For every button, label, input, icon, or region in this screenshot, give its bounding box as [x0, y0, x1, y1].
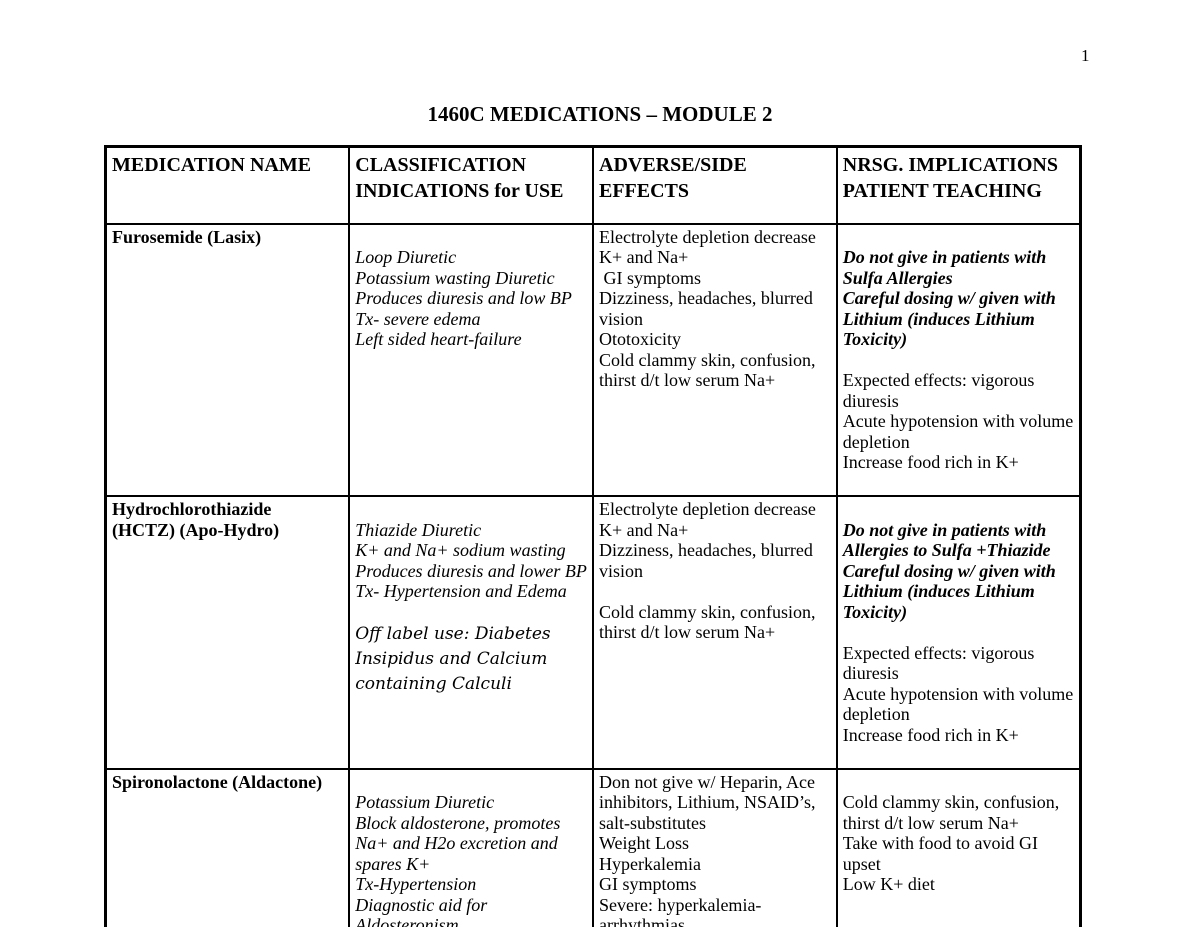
nrsg-warning-text: Do not give in patients with Sulfa Aller… — [842, 247, 1056, 349]
table-row-furosemide: Furosemide (Lasix) Loop Diuretic Potassi… — [104, 222, 1082, 497]
classification-cell-spironolactone: Potassium Diuretic Block aldosterone, pr… — [348, 767, 594, 927]
header-classification-indications: CLASSIFICATION INDICATIONS for USE — [348, 145, 594, 225]
classification-cell-hydrochlorothiazide: Thiazide Diuretic K+ and Na+ sodium wast… — [348, 495, 594, 770]
header-adverse-side-effects: ADVERSE/SIDE EFFECTS — [592, 145, 838, 225]
medication-name-furosemide: Furosemide (Lasix) — [104, 222, 351, 497]
table-row-hydrochlorothiazide: Hydrochlorothiazide (HCTZ) (Apo-Hydro) T… — [104, 495, 1082, 770]
adverse-effects-cell-hydrochlorothiazide: Electrolyte depletion decrease K+ and Na… — [592, 495, 838, 770]
header-medication-name: MEDICATION NAME — [104, 145, 351, 225]
nrsg-warning-text: Do not give in patients with Allergies t… — [842, 519, 1056, 622]
nrsg-implications-cell-furosemide: Do not give in patients with Sulfa Aller… — [835, 222, 1082, 497]
nrsg-normal-text: Cold clammy skin, confusion, thirst d/t … — [842, 792, 1060, 894]
classification-text: Potassium Diuretic Block aldosterone, pr… — [355, 792, 561, 927]
table-row-spironolactone: Spironolactone (Aldactone) Potassium Diu… — [104, 767, 1082, 927]
medication-name-spironolactone: Spironolactone (Aldactone) — [104, 767, 351, 927]
nrsg-normal-text: Expected effects: vigorous diuresis Acut… — [842, 642, 1074, 745]
classification-text: Thiazide Diuretic K+ and Na+ sodium wast… — [355, 519, 587, 602]
page-number: 1 — [1081, 46, 1090, 65]
header-nrsg-implications: NRSG. IMPLICATIONS PATIENT TEACHING — [835, 145, 1082, 225]
nrsg-implications-cell-hydrochlorothiazide: Do not give in patients with Allergies t… — [835, 495, 1082, 770]
classification-text: Loop Diuretic Potassium wasting Diuretic… — [355, 247, 572, 349]
classification-cell-furosemide: Loop Diuretic Potassium wasting Diuretic… — [348, 222, 594, 497]
adverse-effects-cell-spironolactone: Don not give w/ Heparin, Ace inhibitors,… — [592, 767, 838, 927]
medication-name-hydrochlorothiazide: Hydrochlorothiazide (HCTZ) (Apo-Hydro) — [104, 495, 351, 770]
table-header-row: MEDICATION NAME CLASSIFICATION INDICATIO… — [104, 145, 1082, 225]
nrsg-implications-cell-spironolactone: Cold clammy skin, confusion, thirst d/t … — [835, 767, 1082, 927]
nrsg-normal-text: Expected effects: vigorous diuresis Acut… — [842, 370, 1074, 472]
off-label-use-text: Off label use: Diabetes Insipidus and Ca… — [355, 624, 551, 694]
adverse-effects-cell-furosemide: Electrolyte depletion decrease K+ and Na… — [592, 222, 838, 497]
medications-table: MEDICATION NAME CLASSIFICATION INDICATIO… — [104, 145, 1082, 927]
document-title: 1460C MEDICATIONS – MODULE 2 — [427, 102, 773, 126]
